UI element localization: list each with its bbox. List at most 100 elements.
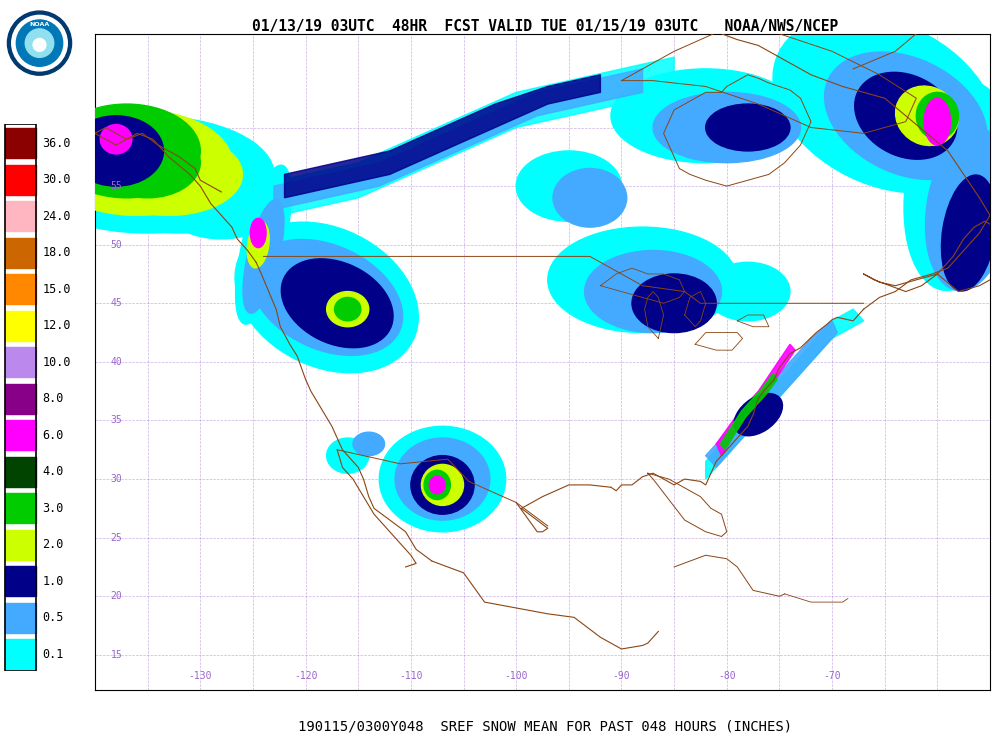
Ellipse shape <box>395 438 490 520</box>
Text: 24.0: 24.0 <box>42 209 71 223</box>
Text: 10.0: 10.0 <box>42 356 71 368</box>
Ellipse shape <box>379 426 506 532</box>
Text: 50: 50 <box>111 240 123 250</box>
Text: 30.0: 30.0 <box>42 173 71 186</box>
Bar <box>5 201 36 231</box>
Polygon shape <box>720 374 777 450</box>
Ellipse shape <box>516 151 621 221</box>
Text: -130: -130 <box>189 670 212 681</box>
Polygon shape <box>716 344 795 456</box>
Text: -100: -100 <box>504 670 528 681</box>
Ellipse shape <box>69 116 163 186</box>
Circle shape <box>16 20 63 66</box>
Ellipse shape <box>706 104 790 151</box>
Ellipse shape <box>281 259 393 348</box>
Ellipse shape <box>335 298 361 321</box>
Ellipse shape <box>247 221 269 268</box>
Circle shape <box>7 11 72 75</box>
Bar <box>5 530 36 560</box>
Ellipse shape <box>855 72 957 159</box>
Text: 25: 25 <box>111 532 123 543</box>
Ellipse shape <box>632 274 716 332</box>
Ellipse shape <box>95 134 242 215</box>
Ellipse shape <box>84 140 274 233</box>
Ellipse shape <box>916 92 958 140</box>
Text: 30: 30 <box>111 474 123 484</box>
Bar <box>5 165 36 194</box>
Text: 190115/0300Y048  SREF SNOW MEAN FOR PAST 048 HOURS (INCHES): 190115/0300Y048 SREF SNOW MEAN FOR PAST … <box>298 719 792 734</box>
Ellipse shape <box>95 128 200 198</box>
Text: -90: -90 <box>613 670 630 681</box>
Bar <box>5 128 36 158</box>
Bar <box>5 494 36 523</box>
Ellipse shape <box>158 157 285 238</box>
Bar <box>5 238 36 268</box>
Polygon shape <box>253 57 674 221</box>
Bar <box>5 457 36 487</box>
Polygon shape <box>706 321 837 467</box>
Text: 36.0: 36.0 <box>42 136 71 149</box>
Ellipse shape <box>653 92 800 163</box>
Bar <box>5 384 36 413</box>
Text: 12.0: 12.0 <box>42 319 71 332</box>
Ellipse shape <box>236 165 291 324</box>
Ellipse shape <box>896 86 958 146</box>
Ellipse shape <box>424 470 450 500</box>
Text: 40: 40 <box>111 357 123 367</box>
Text: 55: 55 <box>111 181 123 191</box>
Ellipse shape <box>773 15 996 193</box>
Text: 8.0: 8.0 <box>42 392 64 405</box>
Bar <box>5 603 36 632</box>
Ellipse shape <box>235 222 418 373</box>
Text: NOAA: NOAA <box>29 22 50 27</box>
Ellipse shape <box>353 432 385 456</box>
Ellipse shape <box>904 82 1000 290</box>
Ellipse shape <box>421 464 464 506</box>
Bar <box>5 420 36 450</box>
Ellipse shape <box>924 98 951 145</box>
Ellipse shape <box>53 104 200 198</box>
Text: 0.5: 0.5 <box>42 611 64 624</box>
Circle shape <box>33 38 46 51</box>
Ellipse shape <box>312 278 383 340</box>
Text: 35: 35 <box>111 416 123 425</box>
Ellipse shape <box>429 476 445 494</box>
Polygon shape <box>706 309 864 479</box>
Ellipse shape <box>825 52 987 179</box>
Ellipse shape <box>327 292 369 327</box>
Ellipse shape <box>706 262 790 321</box>
Ellipse shape <box>251 239 403 356</box>
Polygon shape <box>274 69 643 209</box>
Ellipse shape <box>825 45 1000 186</box>
Text: 4.0: 4.0 <box>42 465 64 478</box>
Ellipse shape <box>250 218 266 248</box>
Ellipse shape <box>926 128 1000 291</box>
Ellipse shape <box>42 110 232 215</box>
Ellipse shape <box>734 394 782 436</box>
Bar <box>5 639 36 669</box>
Ellipse shape <box>100 124 132 154</box>
Ellipse shape <box>243 200 284 314</box>
Text: 20: 20 <box>111 591 123 602</box>
Bar <box>5 566 36 596</box>
Circle shape <box>12 15 67 71</box>
Ellipse shape <box>548 227 737 332</box>
Text: 2.0: 2.0 <box>42 538 64 551</box>
Text: -70: -70 <box>823 670 841 681</box>
Ellipse shape <box>21 116 274 233</box>
Bar <box>5 124 36 671</box>
Text: 15: 15 <box>111 650 123 660</box>
Bar <box>5 310 36 340</box>
Ellipse shape <box>611 69 800 163</box>
Text: 45: 45 <box>111 298 123 308</box>
Text: 15.0: 15.0 <box>42 283 71 296</box>
Text: -120: -120 <box>294 670 317 681</box>
Polygon shape <box>285 75 600 198</box>
Text: 18.0: 18.0 <box>42 246 71 259</box>
Bar <box>5 274 36 304</box>
Ellipse shape <box>941 175 996 291</box>
Text: 0.1: 0.1 <box>42 647 64 661</box>
Text: 6.0: 6.0 <box>42 428 64 442</box>
Text: 1.0: 1.0 <box>42 574 64 587</box>
Text: 01/13/19 03UTC  48HR  FCST VALID TUE 01/15/19 03UTC   NOAA/NWS/NCEP: 01/13/19 03UTC 48HR FCST VALID TUE 01/15… <box>252 19 838 34</box>
